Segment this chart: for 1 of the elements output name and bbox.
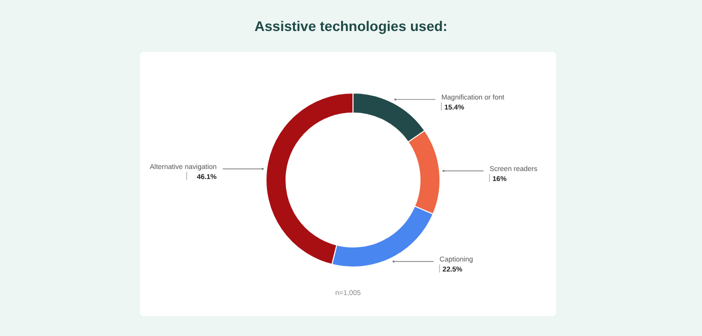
- chart-title: Assistive technologies used:: [254, 18, 448, 34]
